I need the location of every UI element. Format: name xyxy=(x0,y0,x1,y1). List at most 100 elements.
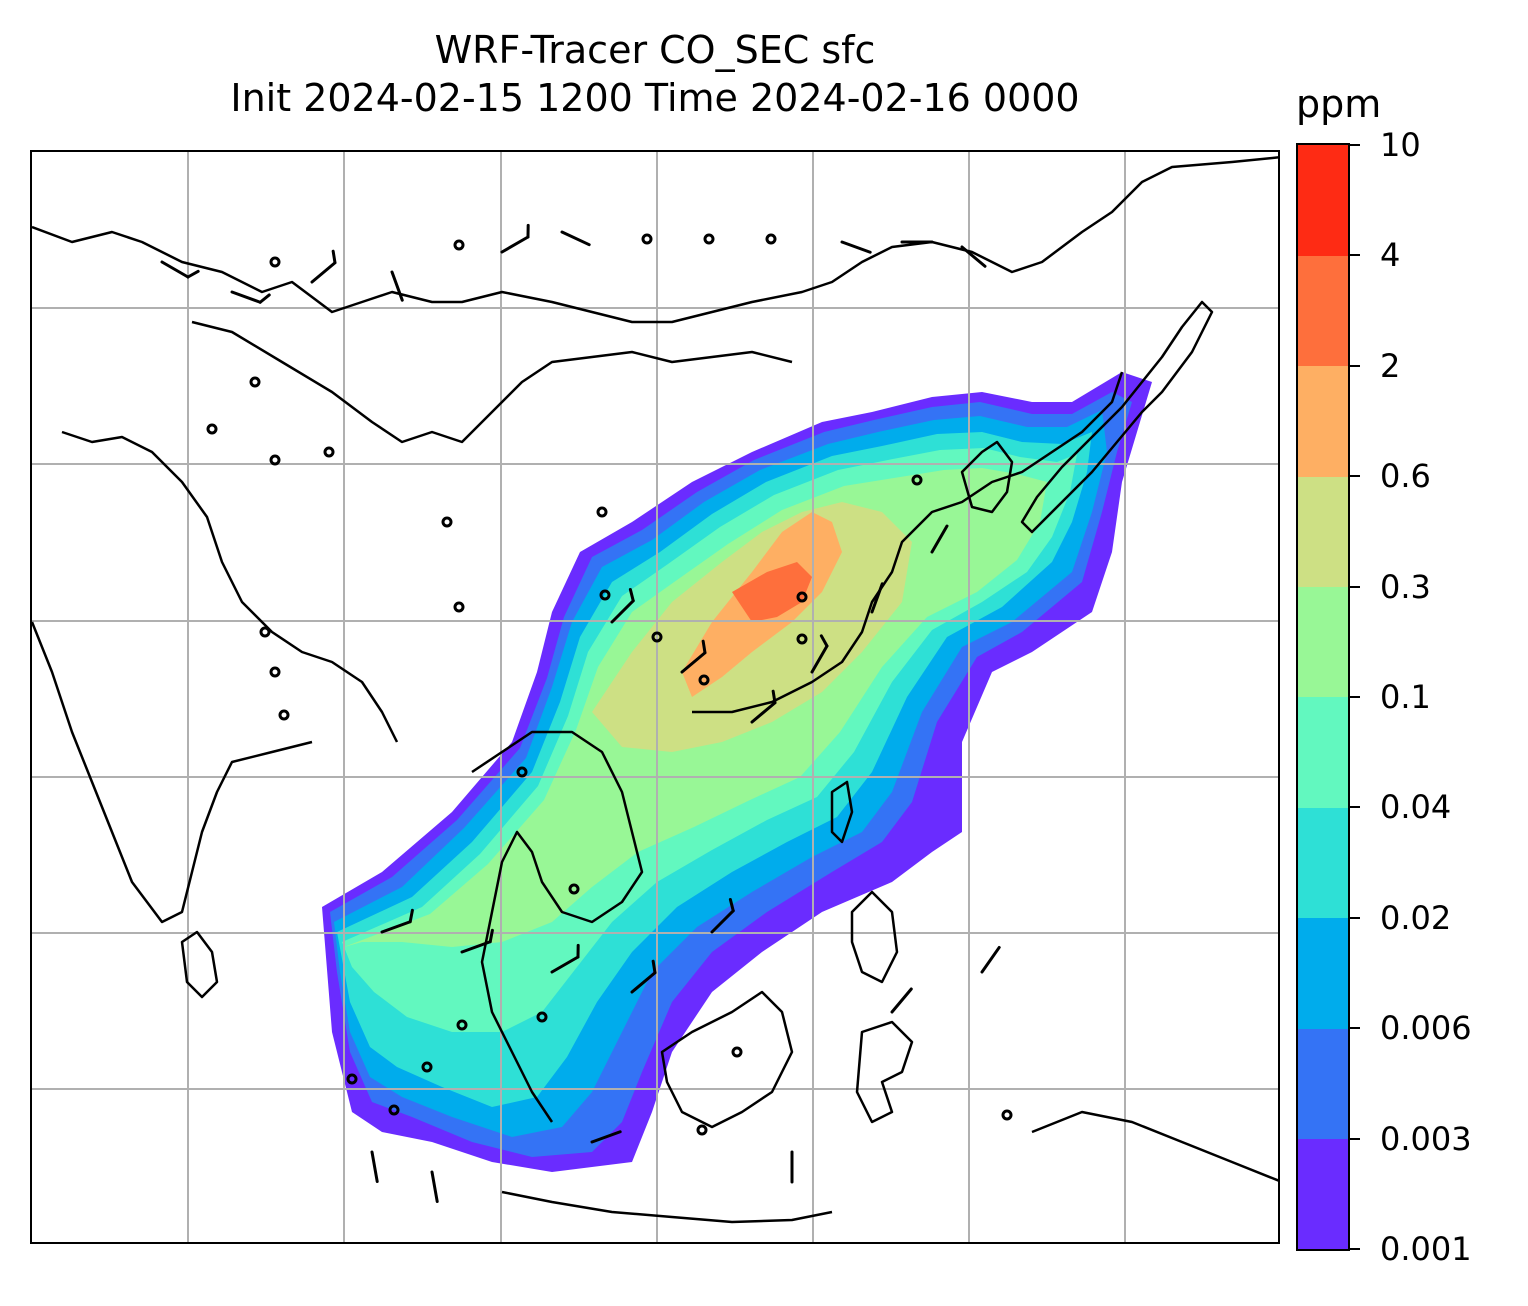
wind-barb xyxy=(380,908,414,934)
wind-barb xyxy=(310,249,337,284)
wind-barb xyxy=(460,928,494,954)
new-guinea xyxy=(1031,1110,1278,1182)
wind-barb xyxy=(370,1150,379,1184)
calm-marker xyxy=(536,1011,548,1023)
japan xyxy=(1020,300,1214,534)
calm-marker xyxy=(765,233,777,245)
colorbar-tick-label: 0.1 xyxy=(1380,678,1431,716)
wind-barb xyxy=(750,689,777,724)
coastlines xyxy=(32,156,1278,1224)
wind-barbs xyxy=(160,223,1001,1204)
map-subtitle: Init 2024-02-15 1200 Time 2024-02-16 000… xyxy=(230,76,1080,120)
wind-barb xyxy=(960,245,987,268)
colorbar-tick xyxy=(1350,1248,1360,1250)
colorbar-tick xyxy=(1350,254,1360,257)
colorbar-tick-label: 0.02 xyxy=(1380,898,1452,937)
colorbar-tick-label: 4 xyxy=(1380,236,1401,275)
colorbar-tick xyxy=(1350,916,1360,919)
colorbar-tick xyxy=(1350,696,1360,698)
wind-barb xyxy=(430,1170,439,1204)
calm-marker xyxy=(641,233,653,245)
calm-marker xyxy=(269,666,281,678)
colorbar-tick-label: 2 xyxy=(1380,346,1401,385)
wind-barb xyxy=(870,582,884,614)
colorbar-tick-label: 10 xyxy=(1380,126,1421,164)
colorbar-segment xyxy=(1298,917,1348,1029)
wind-barb xyxy=(840,240,872,254)
colorbar-segment xyxy=(1298,255,1348,367)
map-gridlines xyxy=(32,152,1278,1242)
calm-marker xyxy=(568,883,580,895)
colorbar-tick xyxy=(1350,1137,1360,1140)
calm-marker xyxy=(731,1046,743,1058)
wind-barb xyxy=(560,230,591,247)
china-coast xyxy=(692,371,1124,714)
colorbar-segment xyxy=(1298,586,1348,698)
coastline-interior-2 xyxy=(61,430,399,743)
wind-barb xyxy=(610,587,635,624)
calm-marker xyxy=(388,1104,400,1116)
colorbar-segment xyxy=(1298,807,1348,919)
calm-marker xyxy=(278,709,290,721)
colorbar-tick xyxy=(1350,585,1360,588)
india-coast xyxy=(32,621,313,924)
colorbar-segment xyxy=(1298,476,1348,588)
wind-barb xyxy=(680,639,707,674)
calm-marker xyxy=(456,1019,468,1031)
title-block: WRF-Tracer CO_SEC sfc Init 2024-02-15 12… xyxy=(30,26,1280,122)
colorbar-unit: ppm xyxy=(1296,82,1382,126)
java xyxy=(501,1190,833,1224)
wind-barb xyxy=(160,260,200,279)
map-plot xyxy=(32,152,1278,1242)
colorbar-segment xyxy=(1298,1028,1348,1140)
colorbar-tick xyxy=(1350,144,1360,146)
indochina xyxy=(471,730,644,1123)
wind-barb xyxy=(550,943,580,974)
colorbar-segment xyxy=(1298,365,1348,477)
calm-marker xyxy=(516,766,528,778)
calm-marker xyxy=(596,506,608,518)
calm-marker xyxy=(269,454,281,466)
colorbar xyxy=(1296,143,1350,1251)
map-title: WRF-Tracer CO_SEC sfc xyxy=(434,28,876,72)
colorbar-segment xyxy=(1298,697,1348,808)
wind-barb xyxy=(930,524,949,554)
colorbar-tick-label: 0.006 xyxy=(1380,1009,1472,1048)
colorbar-tick-label: 0.003 xyxy=(1380,1119,1472,1158)
colorbar-tick-label: 0.3 xyxy=(1380,567,1431,606)
calm-marker xyxy=(206,423,218,435)
calm-marker xyxy=(259,626,271,638)
calm-marker xyxy=(651,631,663,643)
calm-marker xyxy=(796,591,808,603)
korea xyxy=(960,440,1014,514)
wind-barb xyxy=(810,634,829,674)
wind-barb xyxy=(890,987,913,1014)
coastline-interior-1 xyxy=(191,320,793,444)
colorbar-segment xyxy=(1298,145,1348,256)
wind-barb xyxy=(500,223,530,254)
sulawesi xyxy=(855,1020,914,1124)
coastline-north xyxy=(32,156,1278,324)
colorbar-segment xyxy=(1298,1138,1348,1250)
calm-marker xyxy=(696,1124,708,1136)
philippines xyxy=(850,890,899,984)
calm-marker xyxy=(796,633,808,645)
calm-marker xyxy=(1001,1109,1013,1121)
map-frame xyxy=(30,150,1280,1244)
wind-barb xyxy=(630,959,657,994)
taiwan xyxy=(830,780,854,844)
calm-marker xyxy=(323,446,335,458)
colorbar-tick-label: 0.04 xyxy=(1380,788,1452,827)
tracer-plume xyxy=(322,372,1152,1172)
wind-barb xyxy=(390,270,404,302)
colorbar-tick xyxy=(1350,1027,1360,1030)
colorbar-tick xyxy=(1350,475,1360,478)
colorbar-tick-label: 0.001 xyxy=(1380,1230,1472,1268)
wind-barb xyxy=(980,945,1001,974)
calm-marker xyxy=(441,516,453,528)
wind-barb xyxy=(230,290,271,304)
calm-marker xyxy=(698,674,710,686)
wind-barb xyxy=(590,1130,622,1144)
colorbar-tick xyxy=(1350,364,1360,367)
wind-barb xyxy=(710,897,735,934)
